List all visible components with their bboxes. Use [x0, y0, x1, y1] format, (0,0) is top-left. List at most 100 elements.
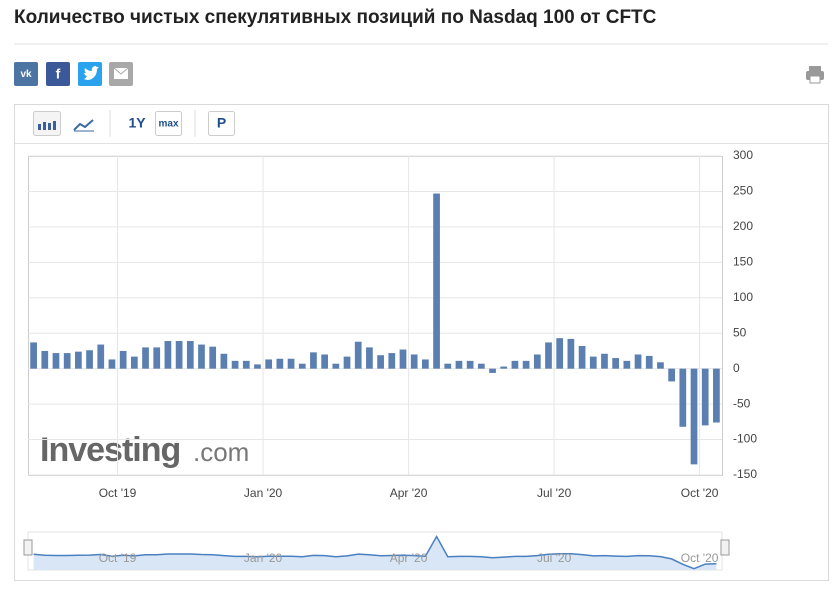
y-tick-label: 100	[733, 290, 753, 304]
watermark-brand: Investing	[40, 431, 180, 469]
bar	[354, 341, 362, 369]
bar	[477, 363, 485, 369]
bar	[668, 368, 675, 382]
page-title: Количество чистых спекулятивных позиций …	[14, 7, 657, 28]
y-tick-label: 300	[733, 148, 753, 162]
bar	[265, 359, 273, 369]
bar	[511, 360, 519, 369]
bar	[30, 342, 37, 369]
x-tick-label: Apr '20	[390, 486, 428, 500]
bar	[489, 368, 496, 373]
y-tick-label: -50	[733, 396, 751, 410]
bar	[119, 350, 127, 369]
bar	[75, 351, 82, 369]
plot-frame	[28, 156, 723, 476]
bar	[533, 354, 541, 369]
bar	[399, 349, 407, 369]
bar	[422, 359, 429, 369]
bar-view-button[interactable]	[33, 111, 61, 136]
bar	[198, 344, 205, 369]
bar	[567, 338, 575, 369]
bar	[209, 346, 217, 369]
bar	[657, 362, 664, 369]
bar	[634, 354, 642, 369]
navigator-line	[33, 534, 717, 570]
bar	[433, 193, 440, 369]
bar	[130, 356, 138, 369]
bar	[522, 360, 530, 369]
bar	[86, 350, 93, 369]
bar	[612, 358, 620, 369]
x-tick-label: Jan '20	[244, 486, 283, 500]
y-tick-label: 0	[733, 361, 740, 375]
bar	[142, 347, 149, 369]
bar	[589, 356, 597, 369]
bar	[153, 347, 161, 369]
p-box[interactable]	[208, 111, 235, 136]
y-tick-label: 200	[733, 219, 753, 233]
navigator-area	[33, 536, 717, 570]
facebook-icon: f	[56, 66, 61, 82]
y-tick-label: 150	[733, 255, 753, 269]
bar	[332, 363, 340, 369]
navigator-label: Apr '20	[390, 551, 428, 565]
x-tick-label: Oct '19	[99, 486, 137, 500]
bar	[578, 345, 586, 369]
twitter-icon	[84, 66, 99, 80]
bar	[108, 359, 116, 369]
bar	[713, 368, 720, 423]
mail-flap	[113, 67, 129, 75]
bar-icon	[38, 121, 56, 130]
navigator-handle[interactable]	[23, 539, 33, 556]
y-tick-label: 250	[733, 184, 753, 198]
bar	[701, 368, 709, 426]
vk-button[interactable]	[14, 62, 38, 86]
bar	[186, 341, 194, 369]
x-tick-label: Jul '20	[537, 486, 572, 500]
bar	[41, 350, 49, 369]
bar	[276, 358, 284, 369]
chart-box	[14, 104, 829, 581]
x-tick-label: Oct '20	[681, 486, 719, 500]
range-1y-button[interactable]: 1Y	[128, 115, 146, 131]
navigator-label: Oct '19	[99, 551, 137, 565]
bar	[623, 360, 631, 369]
bar	[556, 338, 564, 369]
bar	[410, 354, 418, 369]
y-tick-label: -100	[733, 432, 757, 446]
bar	[690, 368, 698, 465]
navigator-label: Jul '20	[537, 551, 572, 565]
bar	[500, 366, 508, 369]
print-icon[interactable]	[806, 66, 824, 84]
range-max-box[interactable]	[155, 111, 182, 136]
y-tick-label: -150	[733, 467, 757, 481]
bar	[377, 355, 384, 369]
bar	[242, 360, 250, 369]
y-tick-label: 50	[733, 325, 747, 339]
bar	[645, 355, 653, 369]
bar	[321, 354, 328, 369]
range-max-button[interactable]: max	[158, 119, 178, 130]
bar	[164, 341, 172, 369]
bar	[63, 353, 71, 369]
bar	[366, 347, 373, 369]
p-button[interactable]: P	[217, 115, 226, 131]
vk-icon: vk	[20, 69, 32, 80]
bar	[310, 352, 317, 369]
facebook-button[interactable]	[46, 62, 70, 86]
bar	[97, 344, 105, 369]
bar	[455, 360, 463, 369]
bar	[466, 360, 474, 369]
bar	[601, 353, 608, 369]
share-icons: vk f	[14, 62, 133, 86]
bar	[679, 368, 687, 427]
bar	[220, 353, 228, 369]
bar	[343, 356, 351, 369]
navigator-handle[interactable]	[720, 539, 730, 556]
bar	[254, 364, 261, 369]
navigator-label: Oct '20	[681, 551, 719, 565]
line-view-button[interactable]	[73, 119, 94, 131]
bar	[545, 342, 552, 369]
